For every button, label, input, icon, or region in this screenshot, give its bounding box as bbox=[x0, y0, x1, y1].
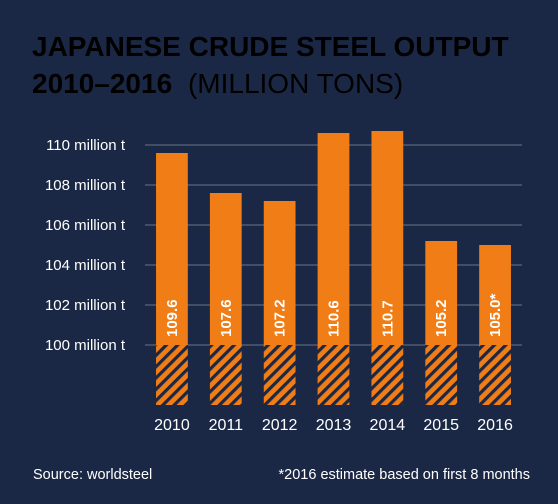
bar-2012 bbox=[263, 201, 296, 345]
chart-title-line2: 2010–2016 (MILLION TONS) bbox=[32, 68, 403, 99]
y-tick-label: 102 million t bbox=[45, 297, 126, 314]
y-tick-label: 110 million t bbox=[46, 137, 126, 154]
source-note: Source: worldsteel bbox=[33, 467, 152, 483]
title-years: 2010–2016 bbox=[32, 68, 172, 99]
x-tick-label: 2010 bbox=[154, 417, 190, 434]
bar-2016 bbox=[479, 245, 511, 345]
bar-2010 bbox=[156, 153, 188, 345]
x-tick-label: 2015 bbox=[423, 417, 459, 434]
bar-2014 bbox=[371, 131, 404, 345]
x-axis-ticks: 2010 2011 2012 2013 2014 2015 2016 bbox=[154, 417, 513, 434]
data-label: 110.7 bbox=[379, 300, 396, 337]
y-tick-label: 100 million t bbox=[45, 337, 126, 354]
y-tick-label: 108 million t bbox=[45, 177, 126, 194]
bar-base-hatch bbox=[425, 345, 458, 405]
x-tick-label: 2016 bbox=[477, 417, 513, 434]
y-tick-label: 104 million t bbox=[45, 257, 126, 274]
chart-subtitle: (MILLION TONS) bbox=[188, 68, 403, 99]
x-tick-label: 2013 bbox=[316, 417, 352, 434]
data-label: 110.6 bbox=[326, 300, 343, 337]
bar-base-hatch bbox=[479, 345, 511, 405]
bar-base-hatch bbox=[371, 345, 404, 405]
bar-base-hatch bbox=[156, 345, 188, 405]
bar-2015 bbox=[425, 241, 458, 345]
data-label: 105.2 bbox=[433, 299, 450, 337]
bar-base-hatch bbox=[209, 345, 242, 405]
x-tick-label: 2014 bbox=[370, 417, 406, 434]
data-label: 105.0* bbox=[487, 293, 504, 337]
data-label: 107.2 bbox=[272, 299, 289, 337]
bar-base-hatch bbox=[317, 345, 350, 405]
estimate-footnote: *2016 estimate based on first 8 months bbox=[279, 467, 530, 483]
data-label: 107.6 bbox=[218, 299, 235, 337]
x-tick-label: 2012 bbox=[262, 417, 298, 434]
chart-title: JAPANESE CRUDE STEEL OUTPUT bbox=[32, 31, 509, 62]
x-tick-label: 2011 bbox=[209, 417, 244, 434]
bars bbox=[156, 131, 511, 405]
y-axis-ticks: 100 million t 102 million t 104 million t 1… bbox=[45, 137, 126, 354]
bar-2011 bbox=[209, 193, 242, 345]
y-tick-label: 106 million t bbox=[45, 217, 126, 234]
data-label: 109.6 bbox=[164, 299, 181, 337]
bar-base-hatch bbox=[263, 345, 296, 405]
data-labels: 109.6 107.6 107.2 110.6 110.7 105.2 105.0* bbox=[164, 293, 504, 337]
bar-2013 bbox=[317, 133, 350, 345]
